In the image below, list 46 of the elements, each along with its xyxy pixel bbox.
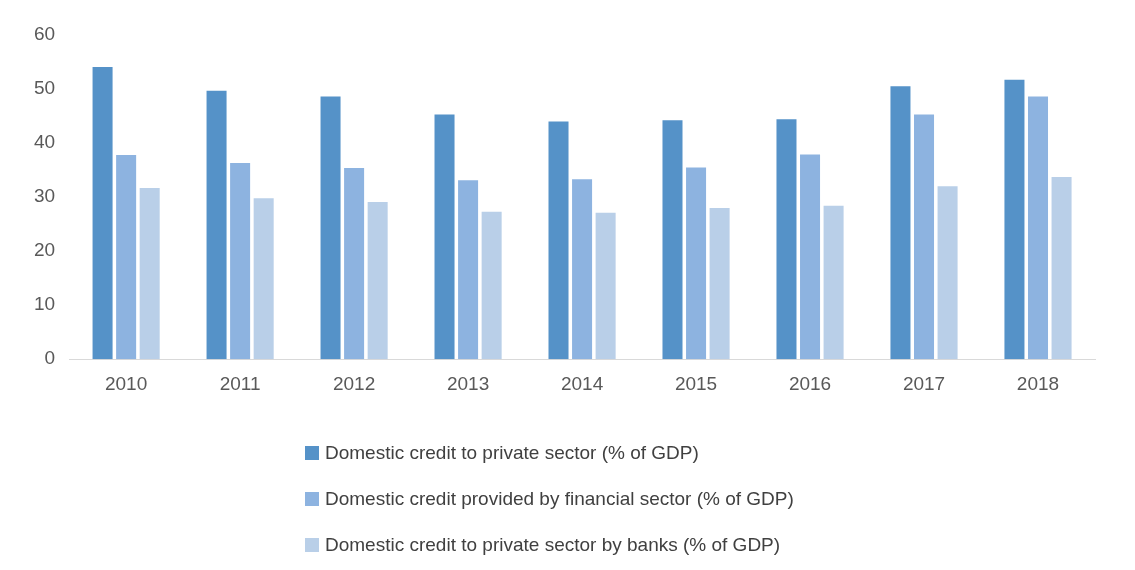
- bar: [481, 211, 502, 360]
- y-tick-label: 10: [33, 293, 56, 315]
- y-tick-label: 60: [33, 23, 56, 45]
- y-tick-label: 0: [44, 347, 56, 369]
- legend-label: Domestic credit to private sector by banks (% of GDP): [325, 534, 781, 556]
- bar: [320, 96, 341, 360]
- y-tick-label: 20: [33, 239, 56, 261]
- bar: [92, 66, 113, 360]
- bar: [253, 198, 274, 360]
- x-tick-label: 2014: [560, 372, 604, 394]
- bar: [1028, 96, 1049, 360]
- bar: [823, 205, 844, 360]
- bar: [662, 120, 683, 360]
- bar: [1004, 79, 1025, 360]
- legend-label: Domestic credit provided by financial sector (% of GDP): [325, 488, 794, 510]
- bar: [367, 201, 388, 360]
- legend-label: Domestic credit to private sector (% of GDP): [325, 442, 699, 464]
- x-tick-label: 2018: [1016, 372, 1060, 394]
- bar: [344, 167, 365, 360]
- bar: [914, 114, 935, 360]
- bar: [709, 207, 730, 360]
- bar: [116, 154, 137, 360]
- y-tick-label: 50: [33, 77, 56, 99]
- y-tick-label: 30: [33, 185, 56, 207]
- x-tick-label: 2012: [332, 372, 376, 394]
- bar: [776, 119, 797, 360]
- bar: [458, 180, 479, 360]
- bar: [595, 212, 616, 360]
- bar: [206, 90, 227, 360]
- bar: [548, 121, 569, 360]
- bar: [1051, 177, 1072, 360]
- bar: [890, 86, 911, 360]
- bar: [230, 163, 251, 360]
- x-tick-label: 2010: [104, 372, 148, 394]
- bar: [434, 114, 455, 360]
- bar: [686, 167, 707, 360]
- bar: [139, 187, 160, 360]
- y-tick-label: 40: [33, 131, 56, 153]
- x-tick-label: 2015: [674, 372, 718, 394]
- x-tick-label: 2016: [788, 372, 832, 394]
- x-tick-label: 2017: [902, 372, 946, 394]
- bar: [937, 186, 958, 360]
- x-tick-label: 2013: [446, 372, 490, 394]
- bar: [800, 154, 821, 360]
- bar: [572, 179, 593, 360]
- x-tick-label: 2011: [219, 372, 261, 394]
